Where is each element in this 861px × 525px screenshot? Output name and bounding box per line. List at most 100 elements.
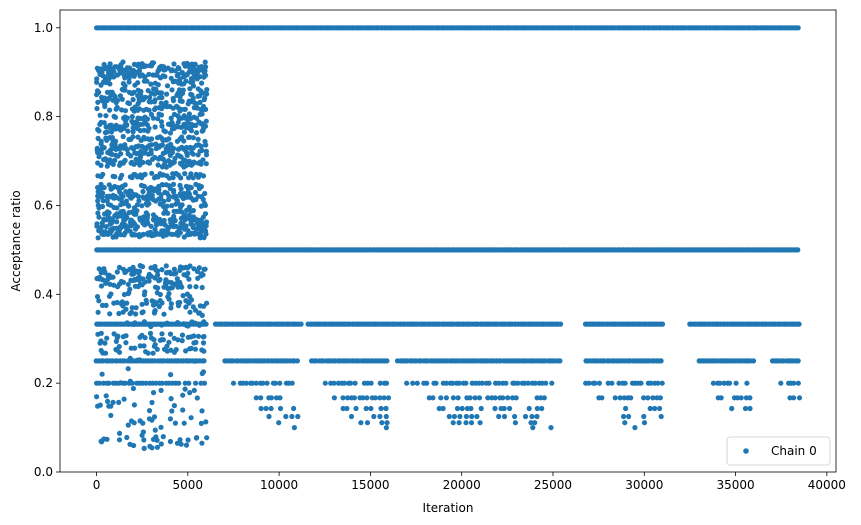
data-point (138, 232, 144, 238)
x-tick-label: 15000 (351, 478, 389, 492)
data-point (194, 395, 200, 401)
data-point (172, 420, 178, 426)
data-point (377, 413, 383, 420)
data-point (126, 290, 132, 296)
data-point (492, 405, 498, 412)
data-point (112, 157, 118, 163)
data-point (178, 186, 184, 192)
data-point (94, 223, 100, 229)
data-point (183, 304, 189, 310)
data-point (196, 185, 202, 192)
data-point (192, 231, 198, 237)
data-point (140, 188, 146, 195)
legend: Chain 0 (726, 436, 831, 466)
data-point (188, 171, 194, 177)
data-point (478, 405, 484, 412)
data-point (253, 395, 259, 401)
data-point (111, 300, 117, 306)
data-point (175, 337, 181, 343)
data-point (160, 203, 166, 209)
data-point (177, 267, 183, 273)
data-point (105, 398, 111, 404)
legend-entry-chain-0: Chain 0 (771, 444, 817, 458)
data-point (199, 312, 205, 318)
data-point (117, 430, 123, 436)
data-point (150, 390, 157, 396)
data-point (179, 69, 185, 76)
data-point (102, 103, 108, 110)
data-point (747, 405, 753, 412)
data-point (180, 293, 186, 299)
data-point (196, 322, 202, 328)
data-point (191, 387, 197, 393)
data-point (100, 171, 106, 177)
data-point (152, 97, 158, 103)
data-point (450, 420, 456, 426)
data-point (501, 413, 508, 420)
x-tick-label: 25000 (534, 478, 572, 492)
data-point (98, 330, 104, 336)
data-point (134, 202, 140, 208)
data-point (710, 380, 717, 386)
data-point (158, 221, 164, 227)
data-point (621, 413, 627, 420)
data-point (187, 284, 193, 290)
data-point (340, 395, 346, 401)
data-point (171, 61, 177, 67)
data-point (203, 231, 209, 237)
data-point (107, 311, 113, 317)
data-point (463, 420, 469, 426)
data-point (105, 276, 111, 283)
data-point (532, 420, 538, 426)
data-point (485, 395, 491, 401)
data-point (188, 185, 194, 191)
data-point (120, 334, 126, 340)
data-point (744, 380, 750, 386)
data-point (96, 128, 102, 134)
data-point (372, 395, 378, 401)
data-point (188, 334, 194, 340)
data-point (155, 272, 161, 278)
data-point (188, 297, 195, 303)
data-point (108, 186, 114, 192)
data-point (503, 380, 509, 386)
data-point (132, 232, 138, 238)
data-point (170, 175, 176, 181)
y-tick-label: 0.0 (34, 465, 53, 479)
data-point (114, 269, 120, 275)
data-point (203, 106, 209, 112)
data-point (161, 198, 167, 204)
data-point (196, 265, 202, 271)
data-point (203, 419, 209, 425)
data-point (791, 395, 797, 401)
data-point (182, 106, 188, 112)
data-point (119, 96, 125, 102)
data-point (548, 425, 554, 431)
data-point (345, 395, 351, 401)
data-point (156, 144, 162, 150)
data-point (95, 235, 101, 241)
data-point (169, 87, 175, 93)
data-point (726, 380, 733, 386)
data-point (658, 413, 664, 420)
data-point (734, 395, 741, 401)
data-point (496, 380, 502, 386)
data-point (199, 284, 205, 291)
data-point (131, 161, 137, 167)
plot-frame (59, 9, 837, 473)
data-point (163, 270, 170, 276)
data-point (529, 413, 535, 420)
data-point (340, 405, 346, 412)
data-point (204, 435, 210, 441)
data-point (130, 220, 136, 226)
data-point (136, 98, 142, 104)
data-point (291, 425, 297, 431)
data-point (139, 282, 145, 288)
data-point (513, 395, 519, 401)
data-point (164, 83, 171, 89)
x-tick-label: 40000 (808, 478, 846, 492)
data-point (358, 420, 364, 426)
data-point (98, 283, 105, 289)
y-tick-label: 0.6 (34, 198, 53, 212)
data-point (101, 231, 107, 238)
